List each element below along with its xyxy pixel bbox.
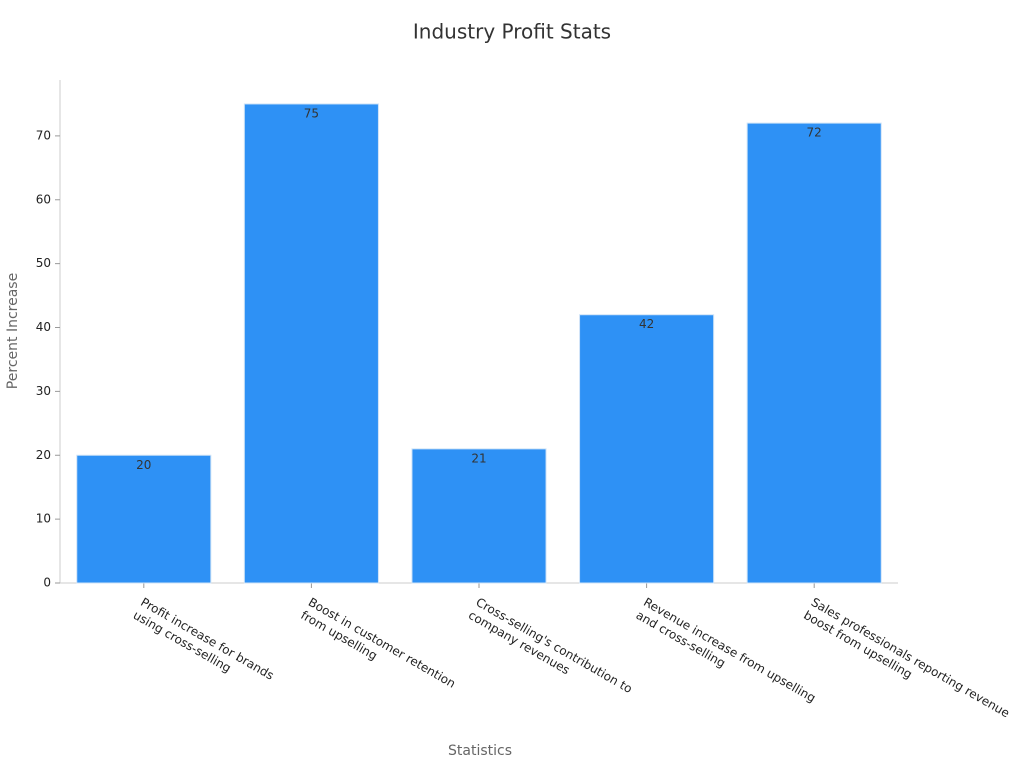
y-tick-label: 30 [36, 384, 51, 398]
value-label: 72 [807, 126, 822, 140]
y-tick-label: 20 [36, 448, 51, 462]
x-tick-label: Boost in customer retentionfrom upsellin… [299, 595, 459, 704]
value-label: 21 [471, 451, 486, 465]
value-label: 42 [639, 317, 654, 331]
x-tick-label: Profit increase for brandsusing cross-se… [131, 595, 276, 696]
value-label: 75 [304, 106, 319, 120]
bar [76, 454, 212, 584]
x-tick-label: Sales professionals reporting revenueboo… [801, 595, 1012, 733]
y-tick-label: 40 [36, 320, 51, 334]
bar [411, 448, 547, 584]
chart-title: Industry Profit Stats [413, 20, 611, 44]
bar [579, 314, 715, 584]
y-tick-label: 60 [36, 192, 51, 206]
y-tick-label: 10 [36, 512, 51, 526]
y-axis-label: Percent Increase [5, 273, 21, 389]
value-label: 20 [136, 458, 151, 472]
bar [746, 122, 882, 584]
x-tick-label: Cross-selling's contribution tocompany r… [466, 595, 635, 709]
y-tick-label: 50 [36, 256, 51, 270]
bar [243, 103, 379, 584]
y-tick-label: 0 [43, 576, 51, 590]
x-tick-label: Revenue increase from upsellingand cross… [634, 595, 818, 718]
x-axis-label: Statistics [448, 743, 512, 759]
y-tick-label: 70 [36, 128, 51, 142]
